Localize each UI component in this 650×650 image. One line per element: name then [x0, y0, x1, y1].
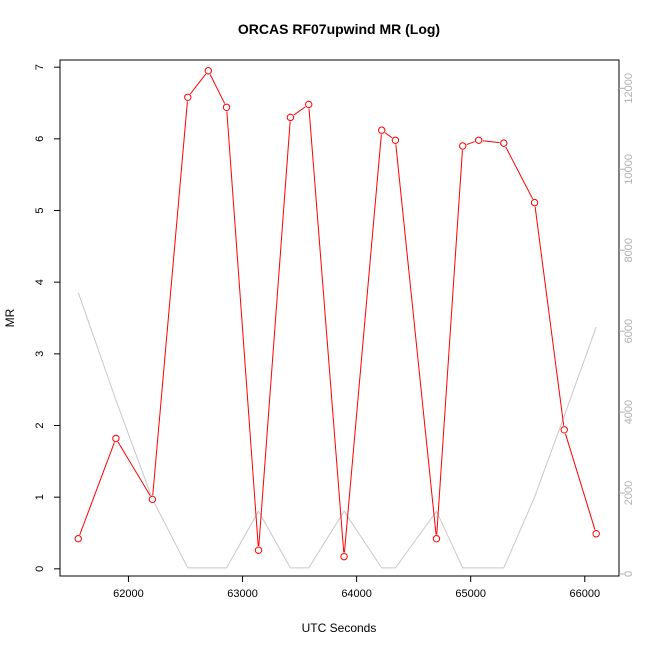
- series-layer: [74, 67, 600, 569]
- mr-line-segment: [505, 146, 534, 200]
- mr-point: [378, 126, 386, 134]
- mr-line-segment: [482, 140, 500, 144]
- y-axis: 0 1 2 3 4 5 6 7: [34, 64, 60, 572]
- mr-point: [391, 136, 400, 144]
- right-tick-label: 2000: [623, 481, 635, 505]
- mr-point: [286, 113, 295, 122]
- y-axis-label: MR: [3, 308, 17, 327]
- x-axis-label: UTC Seconds: [302, 621, 377, 635]
- x-tick-label: 66000: [569, 588, 600, 600]
- mr-point: [432, 535, 441, 543]
- right-tick-label: 4000: [623, 400, 635, 424]
- y-tick-label: 0: [34, 566, 46, 572]
- mr-line-segment: [258, 121, 291, 547]
- mr-line-segment: [343, 134, 382, 553]
- mr-line-segment: [436, 150, 463, 535]
- mr-line-segment: [79, 442, 115, 535]
- mr-point: [340, 552, 348, 561]
- mr-point: [304, 100, 313, 109]
- mr-line-segment: [466, 141, 475, 146]
- mr-point: [204, 67, 213, 75]
- x-tick-label: 65000: [455, 588, 486, 600]
- y-tick-label: 3: [34, 351, 46, 357]
- right-tick-label: 0: [623, 571, 635, 577]
- mr-line-segment: [152, 101, 188, 496]
- mr-line-segment: [293, 106, 306, 116]
- mr-line-segment: [308, 108, 345, 553]
- chart-title: ORCAS RF07upwind MR (Log): [238, 21, 440, 37]
- mr-point: [74, 535, 82, 543]
- mr-point: [184, 93, 192, 101]
- right-tick-label: 12000: [623, 73, 635, 104]
- mr-point: [112, 434, 120, 443]
- mr-line-segment: [395, 144, 437, 535]
- y-tick-label: 7: [34, 64, 46, 70]
- mr-point: [148, 495, 157, 504]
- right-axis: 0 2000 4000 6000 8000 10000 12000: [619, 73, 635, 577]
- altitude-line: [77, 292, 597, 569]
- x-tick-label: 64000: [341, 588, 372, 600]
- mr-point: [560, 426, 568, 434]
- mr-point: [254, 546, 263, 554]
- mr-line-segment: [226, 111, 259, 547]
- y-tick-label: 1: [34, 494, 46, 500]
- mr-line-segment: [534, 206, 565, 426]
- x-axis: 62000 63000 64000 65000 66000: [113, 576, 600, 600]
- mr-line-segment: [209, 74, 226, 104]
- mr-point: [474, 136, 483, 144]
- mr-point: [592, 530, 600, 538]
- right-tick-label: 6000: [623, 319, 635, 343]
- y-tick-label: 4: [34, 279, 46, 285]
- right-tick-label: 10000: [623, 154, 635, 185]
- y-tick-label: 6: [34, 136, 46, 142]
- mr-line-segment: [189, 73, 207, 95]
- mr-line-segment: [384, 132, 393, 139]
- mr-point: [500, 139, 508, 147]
- mr-line-segment: [117, 441, 151, 496]
- y-tick-label: 2: [34, 422, 46, 428]
- right-tick-label: 8000: [623, 238, 635, 262]
- x-tick-label: 63000: [227, 588, 258, 600]
- y-tick-label: 5: [34, 207, 46, 213]
- mr-point: [459, 142, 467, 150]
- x-tick-label: 62000: [113, 588, 144, 600]
- plot-border: [59, 59, 620, 577]
- mr-line-segment: [564, 433, 596, 530]
- mr-point: [222, 103, 231, 112]
- mr-point: [530, 198, 539, 207]
